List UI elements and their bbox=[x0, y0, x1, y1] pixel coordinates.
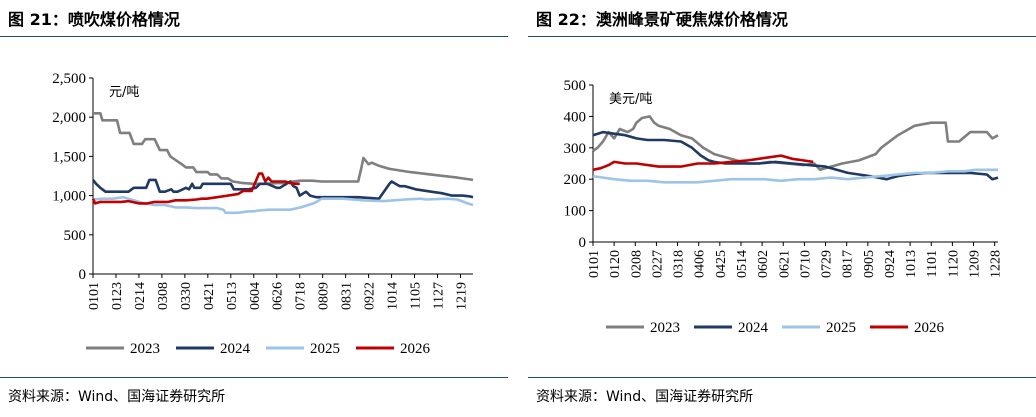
y-tick-label: 300 bbox=[564, 141, 587, 157]
y-tick-label: 200 bbox=[564, 172, 587, 188]
legend-label-2023: 2023 bbox=[650, 320, 680, 336]
legend-label-2025: 2025 bbox=[310, 341, 340, 357]
x-tick-label: 0208 bbox=[629, 250, 644, 278]
y-tick-label: 500 bbox=[64, 228, 87, 244]
series-line-2026 bbox=[91, 172, 300, 205]
source-note: 资料来源：Wind、国海证券研究所 bbox=[536, 389, 754, 405]
x-tick-label: 0227 bbox=[650, 250, 665, 278]
x-tick-label: 1105 bbox=[409, 282, 424, 309]
x-tick-label: 0101 bbox=[87, 282, 102, 310]
x-tick-label: 0729 bbox=[820, 250, 835, 278]
series-line-2026 bbox=[592, 154, 814, 172]
x-tick-label: 0513 bbox=[225, 282, 240, 310]
x-tick-label: 0809 bbox=[317, 282, 332, 310]
legend-label-2024: 2024 bbox=[220, 341, 251, 357]
x-tick-label: 0922 bbox=[363, 282, 378, 310]
x-tick-label: 1127 bbox=[432, 282, 447, 309]
x-tick-label: 0626 bbox=[271, 282, 286, 310]
panel-left: 图 21：喷吹煤价格情况 0 500 1,000 1,500 2,000 2,500 010… bbox=[0, 0, 508, 417]
y-tick-label: 1,500 bbox=[52, 149, 86, 165]
x-tick-label: 0604 bbox=[248, 282, 263, 310]
x-tick-label: 0514 bbox=[735, 250, 750, 278]
source-note: 资料来源：Wind、国海证券研究所 bbox=[8, 389, 226, 405]
x-tick-label: 1120 bbox=[946, 250, 961, 277]
series-line-2025 bbox=[592, 168, 998, 184]
x-tick-label: 1209 bbox=[968, 250, 983, 278]
x-tick-label: 1228 bbox=[989, 250, 1004, 278]
y-tick-label: 0 bbox=[79, 267, 87, 283]
x-tick-label: 0214 bbox=[133, 282, 148, 310]
x-tick-label: 0330 bbox=[179, 282, 194, 310]
x-tick-label: 0831 bbox=[340, 282, 355, 310]
x-tick-label: 0602 bbox=[756, 250, 771, 278]
x-tick-label: 1101 bbox=[925, 250, 940, 277]
x-tick-label: 1219 bbox=[454, 282, 469, 310]
unit-label: 元/吨 bbox=[109, 85, 139, 100]
x-tick-label: 0120 bbox=[608, 250, 623, 278]
source-divider bbox=[0, 377, 508, 378]
x-tick-label: 1014 bbox=[386, 282, 401, 310]
x-tick-label: 0817 bbox=[841, 250, 856, 278]
x-tick-label: 1013 bbox=[904, 250, 919, 278]
y-tick-label: 400 bbox=[564, 109, 587, 125]
y-tick-label: 2,000 bbox=[52, 110, 86, 126]
y-tick-label: 2,500 bbox=[52, 71, 86, 87]
x-tick-label: 0621 bbox=[777, 250, 792, 278]
source-divider bbox=[528, 377, 1036, 378]
unit-label: 美元/吨 bbox=[609, 92, 652, 107]
figure-title: 图 21：喷吹煤价格情况 bbox=[8, 10, 180, 29]
x-tick-label: 0718 bbox=[294, 282, 309, 310]
chart-pci-coal-price: 0 500 1,000 1,500 2,000 2,500 0101 0123 0214 0308… bbox=[52, 71, 474, 357]
x-tick-label: 0123 bbox=[110, 282, 125, 310]
x-tick-label: 0308 bbox=[156, 282, 171, 310]
series-line-2025 bbox=[92, 195, 474, 215]
y-tick-label: 100 bbox=[564, 204, 587, 220]
figure-title: 图 22：澳洲峰景矿硬焦煤价格情况 bbox=[536, 10, 788, 29]
series-line-2023 bbox=[93, 112, 474, 186]
series-line-2023 bbox=[592, 115, 999, 172]
legend-label-2024: 2024 bbox=[738, 320, 769, 336]
x-tick-label: 0406 bbox=[693, 250, 708, 278]
x-tick-label: 0421 bbox=[202, 282, 217, 310]
y-tick-label: 500 bbox=[564, 78, 587, 94]
x-tick-label: 0101 bbox=[587, 250, 602, 278]
x-tick-label: 0905 bbox=[862, 250, 877, 278]
y-tick-label: 0 bbox=[579, 235, 587, 251]
x-tick-label: 0710 bbox=[798, 250, 813, 278]
legend-label-2026: 2026 bbox=[914, 320, 945, 336]
panel-right: 图 22：澳洲峰景矿硬焦煤价格情况 0 100 200 300 400 500 0101 01… bbox=[528, 0, 1036, 417]
y-tick-label: 1,000 bbox=[52, 189, 86, 205]
title-divider bbox=[0, 36, 508, 37]
title-divider bbox=[528, 36, 1036, 37]
x-tick-label: 0924 bbox=[883, 250, 898, 278]
x-tick-label: 0318 bbox=[672, 250, 687, 278]
legend-label-2023: 2023 bbox=[130, 341, 160, 357]
x-tick-label: 0425 bbox=[714, 250, 729, 278]
legend-label-2026: 2026 bbox=[400, 341, 431, 357]
chart-hard-coking-coal-price: 0 100 200 300 400 500 0101 0120 0208 0227 0318 0406… bbox=[564, 78, 1004, 336]
legend-label-2025: 2025 bbox=[826, 320, 856, 336]
